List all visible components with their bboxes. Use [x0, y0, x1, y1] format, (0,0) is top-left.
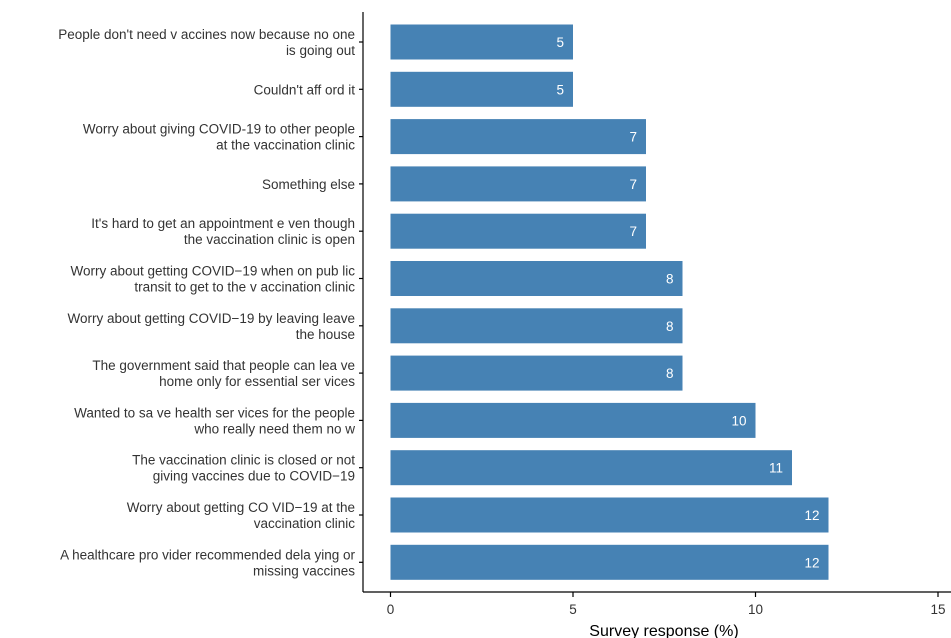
category-label-10: Worry about getting CO VID−19 at the vacc… — [127, 500, 355, 531]
value-label-1: 5 — [556, 82, 564, 97]
bar-10 — [390, 497, 829, 533]
bar-2 — [390, 119, 646, 155]
bar-3 — [390, 166, 646, 202]
category-labels: People don't need v accines now because … — [58, 27, 355, 578]
bar-4 — [390, 213, 646, 249]
bar-9 — [390, 450, 792, 486]
value-label-3: 7 — [629, 177, 637, 192]
x-tick-label-1: 5 — [569, 602, 577, 617]
category-label-11: A healthcare pro vider recommended dela … — [60, 547, 355, 578]
x-tick-label-3: 15 — [930, 602, 945, 617]
x-tick-label-2: 10 — [748, 602, 763, 617]
category-label-2: Worry about giving COVID-19 to other peo… — [83, 122, 355, 153]
axes: 0 5 10 15 — [359, 12, 951, 617]
category-label-4: It's hard to get an appointment e ven th… — [91, 216, 355, 247]
value-label-8: 10 — [731, 413, 746, 428]
value-label-0: 5 — [556, 35, 564, 50]
value-label-2: 7 — [629, 130, 637, 145]
value-label-9: 11 — [769, 461, 783, 476]
category-label-6: Worry about getting COVID−19 by leaving … — [67, 311, 355, 342]
category-label-0: People don't need v accines now because … — [58, 27, 355, 58]
category-label-7: The government said that people can lea … — [92, 358, 355, 389]
value-label-11: 12 — [804, 555, 819, 570]
bar-0 — [390, 24, 573, 60]
bars-layer: 5 5 7 7 7 8 8 8 10 11 12 12 — [390, 24, 829, 580]
bar-8 — [390, 402, 756, 438]
category-label-5: Worry about getting COVID−19 when on pub… — [70, 264, 355, 295]
bar-6 — [390, 308, 683, 344]
bar-1 — [390, 71, 573, 107]
category-label-8: Wanted to sa ve health ser vices for the… — [74, 405, 355, 436]
bar-11 — [390, 544, 829, 580]
value-label-10: 12 — [804, 508, 819, 523]
value-label-6: 8 — [666, 319, 674, 334]
category-label-1: Couldn't aff ord it — [254, 82, 356, 97]
bar-5 — [390, 261, 683, 296]
value-label-5: 8 — [666, 272, 674, 287]
x-axis-title: Survey response (%) — [589, 623, 738, 638]
category-label-9: The vaccination clinic is closed or not g… — [132, 453, 355, 484]
value-label-4: 7 — [629, 224, 637, 239]
category-label-3: Something else — [262, 177, 355, 192]
value-label-7: 8 — [666, 366, 674, 381]
x-tick-label-0: 0 — [387, 602, 395, 617]
bar-7 — [390, 355, 683, 391]
